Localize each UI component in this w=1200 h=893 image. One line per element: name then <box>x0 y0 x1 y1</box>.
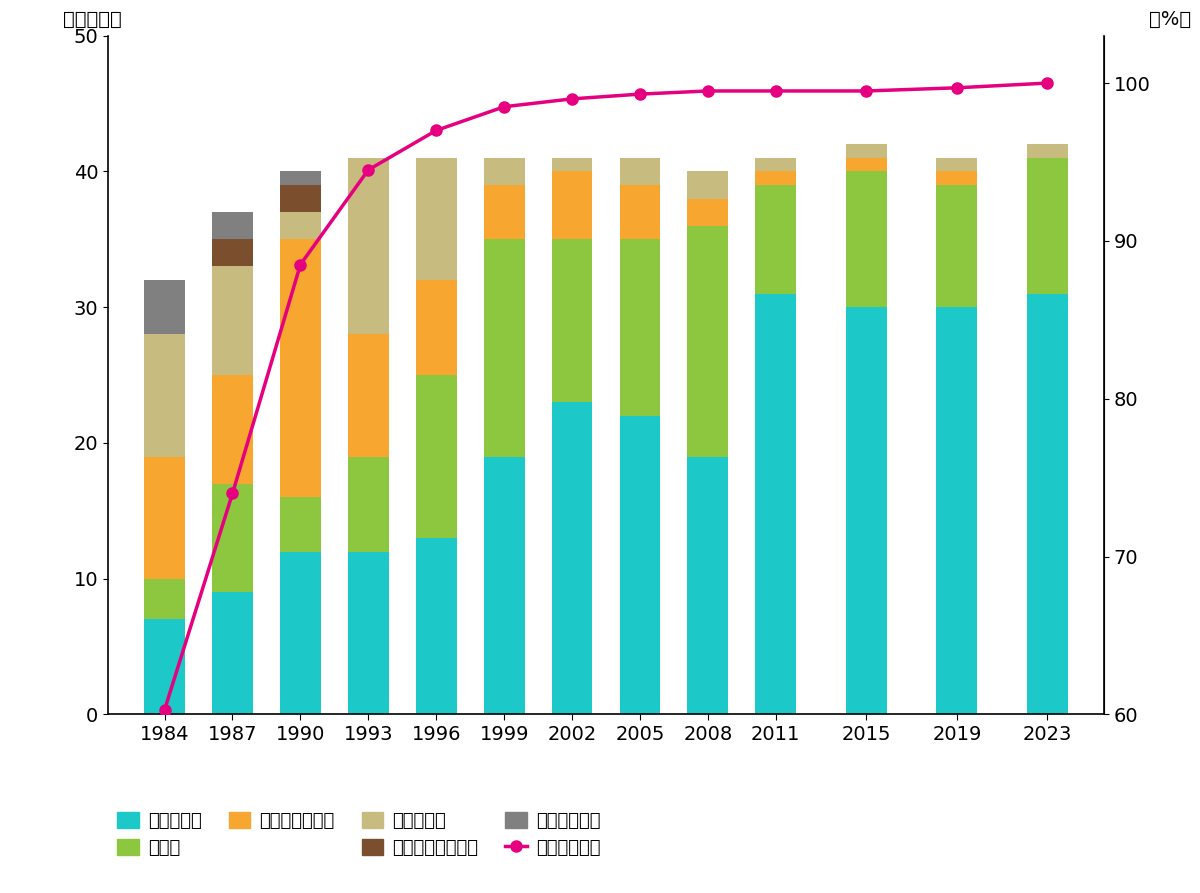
Bar <box>688 456 728 714</box>
Bar <box>144 280 185 334</box>
Bar <box>212 375 253 484</box>
Bar <box>619 416 660 714</box>
Bar <box>619 185 660 239</box>
Bar <box>755 158 796 171</box>
Bar <box>552 171 593 239</box>
Bar <box>280 552 320 714</box>
Bar <box>416 158 456 280</box>
Bar <box>619 239 660 416</box>
Bar <box>348 552 389 714</box>
Bar <box>755 171 796 185</box>
Bar <box>212 484 253 592</box>
Bar <box>936 185 977 307</box>
Bar <box>280 497 320 552</box>
Bar <box>688 226 728 456</box>
Bar <box>846 171 887 307</box>
Bar <box>144 334 185 456</box>
Bar <box>144 456 185 579</box>
Bar <box>846 307 887 714</box>
Bar <box>936 171 977 185</box>
Text: （地点数）: （地点数） <box>64 10 122 29</box>
Legend: 大変きれい, きれい, やや汚れている, , 汚れている, 非常に汚れている, 評価できない, 下水道普及率: 大変きれい, きれい, やや汚れている, , 汚れている, 非常に汚れている, … <box>118 812 600 857</box>
Bar <box>936 307 977 714</box>
Bar <box>144 579 185 620</box>
Bar <box>348 334 389 456</box>
Bar <box>416 375 456 538</box>
Bar <box>212 592 253 714</box>
Bar <box>688 171 728 198</box>
Bar <box>484 239 524 456</box>
Bar <box>619 158 660 185</box>
Bar <box>212 266 253 375</box>
Bar <box>1027 294 1068 714</box>
Bar <box>552 402 593 714</box>
Bar <box>212 213 253 239</box>
Bar <box>484 185 524 239</box>
Bar <box>552 158 593 171</box>
Bar <box>280 185 320 213</box>
Bar <box>688 198 728 226</box>
Bar <box>484 158 524 185</box>
Bar <box>212 239 253 266</box>
Bar <box>755 185 796 294</box>
Bar <box>1027 158 1068 294</box>
Bar <box>416 538 456 714</box>
Bar <box>936 158 977 171</box>
Bar <box>846 145 887 158</box>
Bar <box>144 620 185 714</box>
Bar <box>348 158 389 334</box>
Text: （%）: （%） <box>1148 10 1190 29</box>
Bar <box>484 456 524 714</box>
Bar <box>846 158 887 171</box>
Bar <box>280 213 320 239</box>
Bar <box>755 294 796 714</box>
Bar <box>416 280 456 375</box>
Bar <box>1027 145 1068 158</box>
Bar <box>280 239 320 497</box>
Bar <box>280 171 320 185</box>
Bar <box>552 239 593 402</box>
Bar <box>348 456 389 552</box>
